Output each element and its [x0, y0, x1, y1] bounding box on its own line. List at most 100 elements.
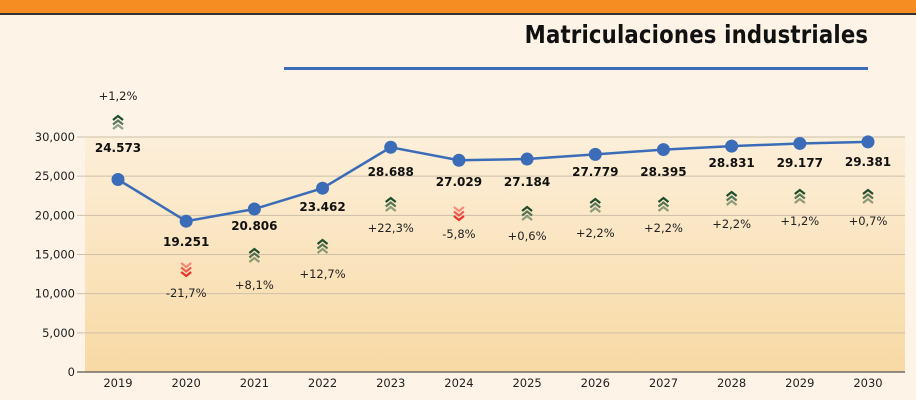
chevron-up-icon	[589, 197, 601, 213]
value-label: 28.688	[368, 165, 414, 179]
value-label: 19.251	[163, 235, 209, 249]
data-point	[793, 136, 807, 150]
chevron	[316, 247, 329, 254]
chevron-up-icon	[112, 114, 124, 130]
chevron	[794, 193, 806, 200]
x-tick-label: 2026	[581, 376, 610, 390]
x-tick-label: 2025	[512, 376, 541, 390]
chevron	[862, 188, 874, 195]
chevron	[589, 197, 601, 204]
data-point	[588, 147, 602, 161]
x-tick-label: 2020	[172, 376, 201, 390]
chevron	[657, 205, 670, 212]
value-label: 28.831	[708, 156, 754, 170]
x-tick-label: 2028	[717, 376, 746, 390]
value-label: 28.395	[640, 165, 686, 179]
change-label: +8,1%	[235, 278, 274, 292]
data-point	[452, 153, 466, 167]
chevron-up-icon	[521, 205, 533, 221]
change-label: +2,2%	[576, 226, 615, 240]
chevron	[794, 188, 806, 195]
chevron	[316, 238, 329, 245]
chevron	[316, 243, 329, 250]
chevron	[453, 215, 465, 222]
y-tick-label: 5,000	[42, 326, 75, 340]
data-point	[656, 143, 670, 157]
chevron	[521, 210, 533, 217]
chart-title: Matriculaciones industriales	[524, 20, 868, 49]
change-label: +2,2%	[712, 217, 751, 231]
change-label: +22,3%	[368, 221, 414, 235]
value-label: 20.806	[231, 219, 277, 233]
data-point	[316, 181, 330, 195]
change-label: -5,8%	[442, 227, 475, 241]
x-tick-label: 2027	[649, 376, 678, 390]
chevron	[589, 206, 601, 213]
data-point	[384, 140, 398, 154]
data-point	[247, 202, 261, 216]
chevron-up-icon	[385, 196, 397, 212]
value-label: 23.462	[299, 200, 345, 214]
value-label: 24.573	[95, 141, 141, 155]
series-line	[117, 140, 869, 223]
x-tick-label: 2024	[444, 376, 473, 390]
chevron	[862, 193, 874, 200]
x-tick-label: 2021	[240, 376, 269, 390]
chevron	[453, 210, 465, 217]
chevron	[862, 197, 874, 204]
chevron	[112, 114, 124, 121]
chevron	[112, 123, 124, 130]
chevron-up-icon	[725, 190, 738, 206]
x-tick-label: 2023	[376, 376, 405, 390]
chevron	[521, 205, 533, 212]
chevron	[248, 247, 261, 254]
chevron	[725, 190, 738, 197]
chevron	[385, 196, 397, 203]
chevron	[521, 214, 533, 221]
x-tick-label: 2030	[853, 376, 882, 390]
change-label: -21,7%	[166, 286, 207, 300]
chevron	[657, 196, 670, 203]
y-tick-label: 30,000	[35, 130, 75, 144]
chevron-up-icon	[657, 196, 670, 212]
y-tick-label: 20,000	[35, 208, 75, 222]
data-point	[111, 173, 125, 187]
data-point	[520, 152, 534, 166]
chevron	[725, 199, 738, 206]
chevron	[248, 252, 261, 259]
x-tick-label: 2019	[103, 376, 132, 390]
value-label: 27.779	[572, 165, 618, 179]
chevron	[589, 202, 601, 209]
chevron	[385, 205, 397, 212]
value-label: 27.029	[436, 175, 482, 189]
y-tick-label: 0	[68, 365, 75, 379]
y-tick-label: 10,000	[35, 287, 75, 301]
data-point	[179, 214, 193, 228]
value-label: 29.381	[845, 155, 891, 169]
chevron	[112, 119, 124, 126]
chevron	[180, 262, 192, 269]
chevron-up-icon	[862, 188, 874, 204]
y-tick-label: 25,000	[35, 169, 75, 183]
x-tick-label: 2029	[785, 376, 814, 390]
title-underline	[284, 67, 868, 70]
chevron	[385, 201, 397, 208]
data-point	[861, 135, 875, 149]
change-label: +2,2%	[644, 221, 683, 235]
chevron	[180, 271, 192, 278]
chevron	[657, 201, 670, 208]
change-label: +12,7%	[299, 267, 345, 281]
x-tick-label: 2022	[308, 376, 337, 390]
change-label: +1,2%	[99, 89, 138, 103]
chevron	[725, 195, 738, 202]
chevron-up-icon	[794, 188, 806, 204]
change-label: +0,7%	[849, 214, 888, 228]
value-label: 29.177	[777, 156, 823, 170]
chevron-down-icon	[180, 262, 192, 278]
y-tick-label: 15,000	[35, 248, 75, 262]
chevron-down-icon	[453, 206, 465, 222]
chevron-up-icon	[248, 247, 261, 263]
chevron	[248, 256, 261, 263]
value-label: 27.184	[504, 175, 550, 189]
